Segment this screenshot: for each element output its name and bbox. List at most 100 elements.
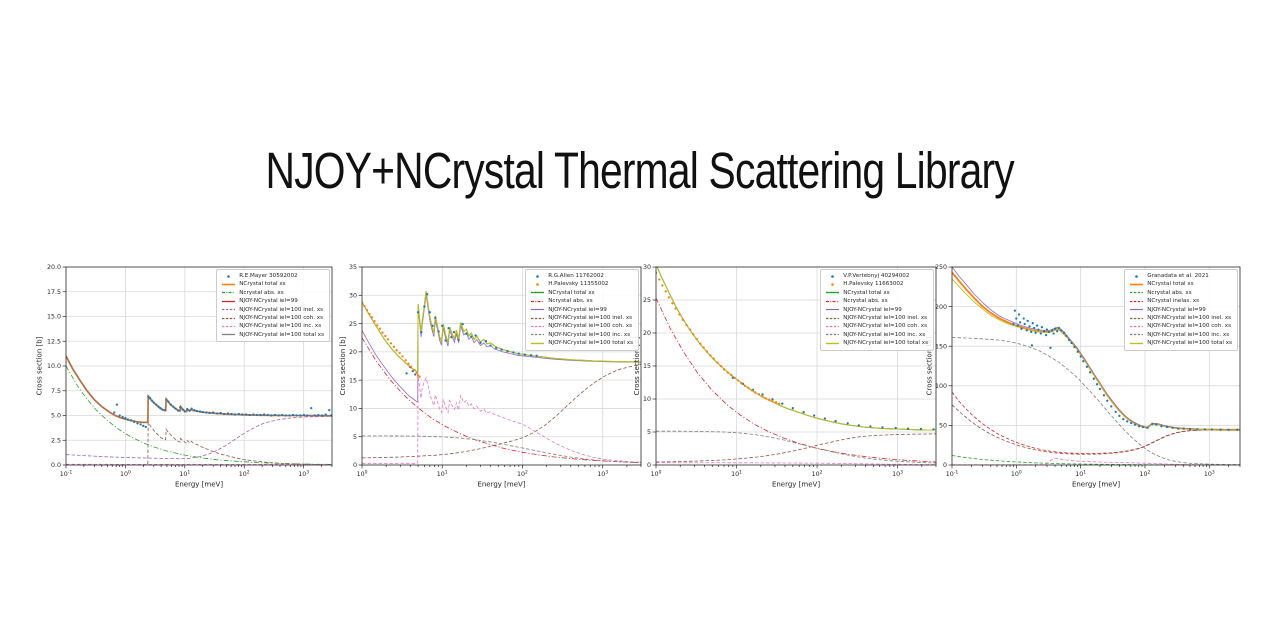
y-tick-label: 0: [943, 462, 947, 469]
series-scatter: [656, 271, 781, 405]
legend-item: NJOY-NCrystal iel=100 total xs: [1129, 339, 1232, 347]
series-line: [952, 337, 1240, 465]
legend-label: NCrystal total xs: [548, 289, 595, 296]
legend-line-icon: [222, 334, 236, 336]
ticks: [948, 266, 1241, 469]
legend-marker-icon: [536, 283, 540, 286]
y-tick-label: 25: [643, 297, 651, 304]
x-tick-label: 102: [812, 470, 823, 479]
legend-line-icon: [1130, 309, 1144, 311]
figure-title-text: NJOY+NCrystal Thermal Scattering Library: [265, 142, 1015, 199]
legend-item: Ncrystal abs. xs: [221, 289, 324, 297]
legend-line-icon: [1130, 325, 1144, 328]
legend-line-icon: [1130, 283, 1144, 286]
legend-line-icon: [531, 300, 545, 302]
y-tick-label: 30: [643, 264, 651, 271]
x-tick-label: 101: [179, 470, 190, 479]
legend-line-icon: [826, 292, 840, 294]
chart-3: 100 101 102 103 0 5 10 15 20 25 30 Energy [meV] Cros…: [633, 264, 937, 489]
y-tick-label: 5: [353, 434, 357, 441]
legend-item: NJOY-NCrystal iel=100 coh. xs: [825, 322, 928, 330]
legend-line-icon: [1130, 334, 1144, 336]
legend-label: V.P.Vertebnyj 40294002: [843, 273, 910, 279]
series-line: [656, 433, 936, 463]
y-tick-label: 7.5: [51, 388, 61, 395]
y-tick-label: 10: [349, 406, 357, 413]
series-line: [362, 363, 641, 459]
y-tick-label: 35: [349, 264, 357, 271]
legend-label: Ncrystal abs. xs: [239, 289, 284, 296]
series-line: [952, 278, 1240, 431]
x-axis-label: Energy [meV]: [1072, 481, 1120, 489]
legend-marker-icon: [831, 283, 835, 286]
legend-label: NCrystal total xs: [843, 289, 890, 296]
legend-item: H.Palevsky 11355002: [530, 280, 633, 288]
y-tick-label: 50: [939, 423, 947, 430]
series-line: [952, 404, 1240, 455]
legend-label: Ncrystal abs. xs: [548, 298, 593, 305]
y-tick-label: 15: [643, 363, 651, 370]
x-tick-label: 103: [597, 470, 608, 479]
y-tick-label: 20: [349, 349, 357, 356]
legend-line-icon: [222, 283, 236, 286]
legend-item: NCrystal total xs: [1129, 280, 1232, 288]
series-scatter: [113, 395, 332, 429]
legend-line-icon: [531, 334, 545, 336]
legend-label: R.G.Allen 11762002: [548, 273, 604, 279]
legend-line-icon: [1130, 300, 1144, 302]
legend-label: H.Palevsky 11355002: [548, 281, 609, 288]
legend-item: NJOY-NCrystal iel=100 inc. xs: [825, 331, 928, 339]
legend-line-icon: [222, 317, 236, 319]
x-tick-label: 100: [357, 470, 368, 479]
series-scatter: [1012, 309, 1239, 431]
legend-label: NJOY-NCrystal iel=100 coh. xs: [548, 323, 633, 330]
legend-line-icon: [531, 292, 545, 294]
plot-svg: 100 101 102 103 0 5 10 15 20 25 30 Energy [meV] Cros…: [633, 264, 937, 489]
legend-item: NCrystal total xs: [221, 280, 324, 288]
legend-item: NJOY-NCrystal iel=100 coh. xs: [1129, 322, 1232, 330]
y-tick-label: 200: [935, 304, 947, 311]
tick-labels: 10-1 100 101 102 103 0 50 100 150 200 250: [935, 264, 1215, 478]
legend-item: NJOY-NCrystal iel=100 coh. xs: [530, 322, 633, 330]
x-tick-label: 102: [1140, 470, 1151, 479]
gridlines: [362, 267, 641, 465]
y-tick-label: 10: [643, 396, 651, 403]
legend-label: NJOY-NCrystal iel=100 total xs: [843, 340, 928, 347]
x-axis-label: Energy [meV]: [772, 481, 820, 489]
figure-title: NJOY+NCrystal Thermal Scattering Library: [0, 141, 1280, 200]
legend-label: NJOY-NCrystal iel=100 coh. xs: [1147, 323, 1232, 330]
x-tick-label: 103: [892, 470, 903, 479]
series-group: [656, 267, 936, 465]
series-scatter: [405, 293, 538, 376]
series-line: [952, 391, 1240, 454]
y-tick-label: 20: [643, 330, 651, 337]
series-line: [952, 267, 1240, 431]
legend-label: NJOY-NCrystal iel=100 inel. xs: [548, 314, 633, 321]
legend-item: V.P.Vertebnyj 40294002: [825, 272, 928, 280]
series-group: [952, 267, 1240, 465]
legend-label: NJOY-NCrystal iel=100 inel. xs: [239, 306, 324, 313]
series-line: [656, 267, 936, 431]
legend-item: Ncrystal abs. xs: [530, 297, 633, 305]
legend-line-icon: [1130, 342, 1144, 344]
legend-label: NCrystal inelas. xs: [1147, 298, 1200, 305]
series-line: [362, 435, 641, 464]
legend-item: R.G.Allen 11762002: [530, 272, 633, 280]
legend-marker-icon: [227, 274, 231, 278]
series-line: [66, 415, 332, 460]
series-line: [656, 297, 936, 463]
legend-label: NJOY-NCrystal iel=100 inc. xs: [548, 331, 631, 338]
series-group: [362, 291, 641, 464]
legend-item: NCrystal total xs: [825, 289, 928, 297]
y-tick-label: 12.5: [47, 338, 61, 345]
legend-item: NJOY-NCrystal iel=99: [221, 297, 324, 305]
y-axis-label: Cross section [b]: [633, 336, 641, 395]
chart-1: 10-1 100 101 102 103 0.0 2.5 5.0 7.5 10.0 12.5 15.0…: [35, 264, 333, 489]
y-tick-label: 25: [349, 321, 357, 328]
legend-line-icon: [826, 317, 840, 319]
x-axis-label: Energy [meV]: [477, 481, 525, 489]
x-tick-label: 100: [1011, 470, 1022, 479]
series-line: [952, 457, 1240, 465]
y-axis-label: Cross section [b]: [35, 336, 43, 395]
